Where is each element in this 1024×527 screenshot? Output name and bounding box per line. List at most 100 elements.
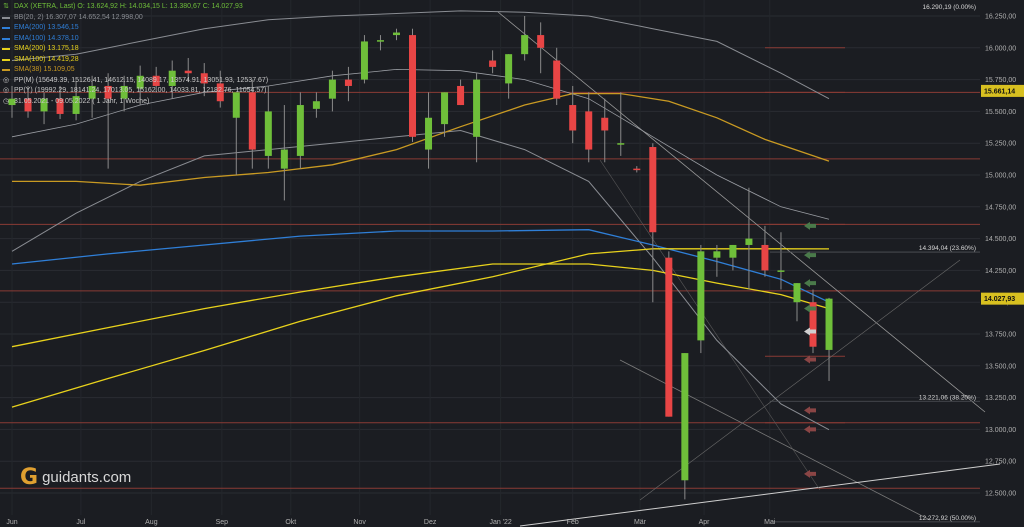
legend-main: ⇅ DAX (XETRA, Last) O: 13.624,92 H: 14.0… — [2, 2, 268, 13]
guidants-logo-icon: G — [20, 465, 39, 490]
legend-ppy-text: PP(Y) (19992.29, 18141.24, 17013.05, 151… — [14, 87, 267, 94]
candle-body — [585, 111, 593, 150]
candle-body — [312, 101, 320, 109]
legend-period-text: 31.05.2021 - 09.05.2022 ( 1 Jahr, 1 Woch… — [14, 97, 150, 105]
projection-arrows — [804, 221, 816, 478]
candle-body — [88, 85, 96, 99]
price-tags: 15.661,14 14.027,93 — [981, 84, 1024, 305]
x-tick-label: Okt — [285, 519, 296, 526]
arrow-down-icon — [804, 469, 816, 478]
ema100-swatch — [2, 37, 10, 40]
x-tick-label: Apr — [699, 519, 711, 526]
legend-ppy: ◎ PP(Y) (19992.29, 18141.24, 17013.05, 1… — [2, 86, 268, 97]
x-tick-label: Jun — [6, 519, 17, 526]
arrow-up-icon — [804, 279, 816, 288]
arrow-up-icon — [804, 251, 816, 260]
candle-body — [264, 111, 272, 156]
brand-logo: G guidants.com — [20, 465, 131, 490]
legend-main-text: DAX (XETRA, Last) O: 13.624,92 H: 14.034… — [14, 3, 243, 10]
candle-body — [328, 79, 336, 99]
ma-line — [11, 263, 830, 348]
price-tag-label: 15.661,14 — [984, 88, 1015, 95]
candle-body — [553, 60, 561, 99]
fib-label: 13.221,06 (38.20%) — [919, 394, 976, 401]
candle-body — [521, 35, 529, 55]
price-tag-label: 14.027,93 — [984, 296, 1015, 303]
fib-label: 12.272,92 (50.00%) — [919, 515, 976, 522]
candle-body — [809, 302, 817, 347]
y-axis: 16.250,00 16.000,00 15.750,00 15.500,00 15.2… — [985, 14, 1016, 498]
x-axis: Jun Jul Aug Sep Okt Nov Dez Jan '22 Feb Mär Apr Mai — [6, 519, 775, 526]
candle-body — [793, 283, 801, 303]
y-tick-label: 16.250,00 — [985, 14, 1016, 21]
fan-line — [599, 159, 821, 491]
legend-sma38: SMA(38) 15.109,05 — [2, 65, 268, 76]
candle-body — [745, 238, 753, 245]
candle-body — [665, 257, 673, 417]
x-tick-label: Feb — [567, 519, 579, 526]
candle-body — [649, 147, 657, 233]
candle-body — [569, 105, 577, 131]
legend-bb-text: BB(20, 2) 16.307,07 14.652,54 12.998,00 — [14, 13, 143, 21]
legend-ema200-text: EMA(200) 13.546,15 — [14, 24, 79, 31]
ma-line — [12, 92, 830, 186]
x-tick-label: Nov — [353, 519, 366, 526]
candle-body — [457, 85, 465, 106]
x-tick-label: Sep — [216, 519, 229, 526]
candle-body — [40, 98, 48, 112]
candle-body — [617, 143, 625, 145]
candle-body — [441, 92, 449, 125]
candle-body — [537, 35, 545, 48]
x-tick-label: Mär — [634, 519, 647, 526]
y-tick-label: 14.750,00 — [985, 204, 1016, 211]
legend-ema100: EMA(100) 14.378,10 — [2, 34, 268, 45]
candle-body — [697, 251, 705, 341]
pivot-icon: ◎ — [2, 87, 10, 94]
candle-body — [136, 75, 144, 89]
fib-levels: 16.290,19 (0.00%) 14.394,04 (23.60%) 13.22… — [770, 4, 980, 523]
candle-body — [761, 244, 769, 271]
y-tick-label: 13.250,00 — [985, 395, 1016, 402]
ema200-swatch — [2, 27, 10, 30]
ma-line — [11, 248, 830, 408]
candle-body — [601, 117, 609, 131]
fib-label: 14.394,04 (23.60%) — [919, 245, 976, 252]
y-tick-label: 15.000,00 — [985, 173, 1016, 180]
clock-icon: ◷ — [2, 97, 10, 105]
candle-body — [473, 79, 481, 137]
candle-body — [344, 79, 352, 86]
candle-body — [425, 117, 433, 150]
sma200-swatch — [2, 48, 10, 51]
candle-body — [505, 54, 513, 84]
arrow-left-icon — [804, 327, 816, 336]
x-tick-label: Jul — [76, 519, 85, 526]
candle-body — [409, 35, 417, 137]
sma38-swatch — [2, 69, 10, 72]
candle-body — [216, 83, 224, 102]
candle-body — [681, 353, 689, 481]
y-tick-label: 14.250,00 — [985, 268, 1016, 275]
candle-body — [729, 244, 737, 258]
x-tick-label: Mai — [764, 519, 776, 526]
candle-body — [360, 41, 368, 80]
candle-body — [392, 32, 400, 36]
candle-body — [184, 70, 192, 74]
x-tick-label: Jan '22 — [489, 519, 511, 526]
y-tick-label: 13.750,00 — [985, 332, 1016, 339]
bb-swatch — [2, 16, 10, 19]
arrow-down-icon — [804, 425, 816, 434]
price-tag — [981, 292, 1024, 305]
candle-body — [489, 60, 497, 67]
candle-body — [56, 98, 64, 114]
x-tick-label: Aug — [145, 519, 158, 526]
candle-icon: ⇅ — [3, 3, 9, 10]
candle-body — [633, 168, 641, 171]
support-line — [519, 463, 1001, 527]
legend: ⇅ DAX (XETRA, Last) O: 13.624,92 H: 14.0… — [2, 2, 268, 107]
ma-line — [11, 229, 830, 303]
fib-label: 16.290,19 (0.00%) — [923, 4, 976, 11]
arrow-down-icon — [804, 406, 816, 415]
brand-name: guidants.com — [42, 469, 132, 486]
candle-body — [280, 149, 288, 169]
y-tick-label: 15.250,00 — [985, 141, 1016, 148]
